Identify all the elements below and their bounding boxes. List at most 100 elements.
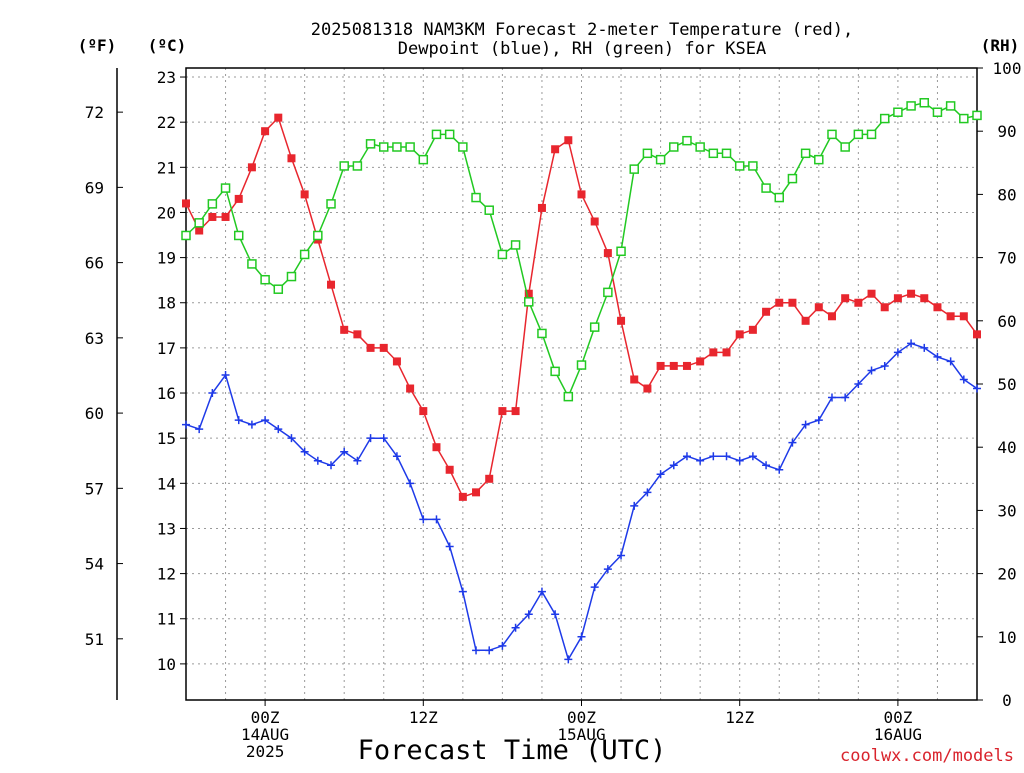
rh-series	[181, 98, 982, 402]
dewpoint-point	[182, 420, 190, 429]
temperature-point	[841, 294, 850, 303]
dewpoint-point	[340, 447, 349, 456]
dewpoint-series	[182, 339, 981, 664]
rh-point	[853, 129, 864, 140]
rh-point	[444, 129, 455, 140]
x-tick-label: 16AUG	[874, 725, 922, 744]
fahrenheit-tick-label: 57	[85, 479, 104, 498]
temperature-point	[472, 488, 481, 497]
dewpoint-point	[827, 393, 836, 402]
dewpoint-point	[366, 434, 375, 443]
x-tick-label: 14AUG	[241, 725, 289, 744]
temperature-point	[788, 298, 797, 307]
x-tick-label: 12Z	[725, 708, 754, 727]
temperature-point	[195, 226, 204, 235]
celsius-tick-label: 23	[157, 68, 176, 87]
rh-point	[563, 391, 574, 402]
rh-point	[669, 142, 679, 152]
x-tick-label: 00Z	[251, 708, 280, 727]
rh-point	[471, 192, 481, 203]
celsius-tick-label: 17	[157, 339, 176, 358]
dewpoint-point	[709, 452, 718, 461]
x-tick-label: 15AUG	[557, 725, 605, 744]
rh-tick-label: 70	[997, 249, 1016, 268]
rh-tick-label: 90	[997, 122, 1016, 141]
rh-point	[286, 271, 297, 282]
rh-point	[603, 287, 613, 298]
dewpoint-point	[274, 425, 283, 434]
temperature-point	[564, 136, 573, 145]
rh-point	[405, 142, 415, 152]
rh-point	[734, 161, 745, 171]
dewpoint-point	[577, 632, 586, 641]
celsius-unit-label: (ºC)	[148, 36, 187, 55]
rh-point	[893, 107, 903, 117]
dewpoint-point	[524, 610, 533, 619]
celsius-tick-label: 11	[157, 610, 176, 629]
dewpoint-point	[841, 393, 850, 402]
dewpoint-point	[537, 587, 546, 596]
x-tick-label: 00Z	[883, 708, 912, 727]
rh-point	[326, 199, 336, 209]
temperature-point	[880, 303, 889, 312]
temperature-point	[854, 298, 863, 307]
dewpoint-point	[762, 461, 771, 470]
temperature-point	[907, 289, 916, 298]
temperature-point	[406, 384, 415, 393]
temperature-point	[221, 212, 230, 221]
dewpoint-point	[682, 452, 691, 461]
dewpoint-point	[696, 456, 705, 465]
rh-tick-label: 40	[997, 438, 1016, 457]
rh-tick-label: 50	[997, 375, 1016, 394]
temperature-point	[867, 289, 876, 298]
rh-point	[484, 205, 494, 215]
dewpoint-point	[933, 352, 942, 361]
dewpoint-point	[854, 380, 863, 388]
rh-point	[207, 199, 218, 209]
chart-title-line-2: Dewpoint (blue), RH (green) for KSEA	[398, 39, 766, 59]
rh-point	[879, 113, 890, 124]
rh-point	[418, 154, 429, 165]
rh-point	[431, 129, 442, 140]
rh-point	[365, 139, 376, 149]
temperature-point	[419, 407, 428, 416]
rh-tick-label: 100	[993, 59, 1022, 78]
dewpoint-point	[208, 389, 217, 398]
dewpoint-point	[511, 623, 520, 632]
rh-tick-label: 30	[997, 501, 1016, 520]
dewpoint-point	[551, 610, 560, 619]
dewpoint-point	[946, 357, 955, 366]
x-tick-label: 12Z	[409, 708, 438, 727]
rh-tick-label: 10	[997, 628, 1016, 647]
rh-point	[233, 230, 244, 241]
rh-point	[550, 366, 560, 377]
temperature-point	[551, 145, 560, 154]
dewpoint-point	[379, 434, 388, 443]
temperature-point	[261, 127, 270, 136]
temperature-point	[617, 316, 626, 325]
dewpoint-point	[973, 384, 981, 393]
fahrenheit-tick-label: 66	[85, 254, 104, 273]
temperature-point	[709, 348, 718, 357]
rh-point	[945, 101, 956, 111]
temperature-point	[669, 361, 678, 370]
temperature-point	[933, 303, 942, 312]
chart-title-line-1: 2025081318 NAM3KM Forecast 2-meter Tempe…	[311, 20, 853, 40]
celsius-tick-label: 10	[157, 655, 176, 674]
temperature-point	[392, 357, 401, 366]
dewpoint-point	[656, 470, 665, 479]
rh-point	[181, 230, 191, 241]
dewpoint-point	[392, 452, 401, 461]
dewpoint-point	[300, 447, 309, 456]
temperature-point	[603, 249, 612, 258]
temperature-point	[379, 343, 388, 352]
celsius-tick-label: 20	[157, 203, 176, 222]
dewpoint-point	[617, 551, 626, 560]
temperature-point	[366, 343, 375, 352]
rh-point	[194, 218, 204, 228]
temperature-point	[432, 443, 441, 452]
rh-unit-label: (RH)	[981, 36, 1020, 55]
temperature-point	[590, 217, 599, 226]
dewpoint-point	[959, 375, 968, 384]
